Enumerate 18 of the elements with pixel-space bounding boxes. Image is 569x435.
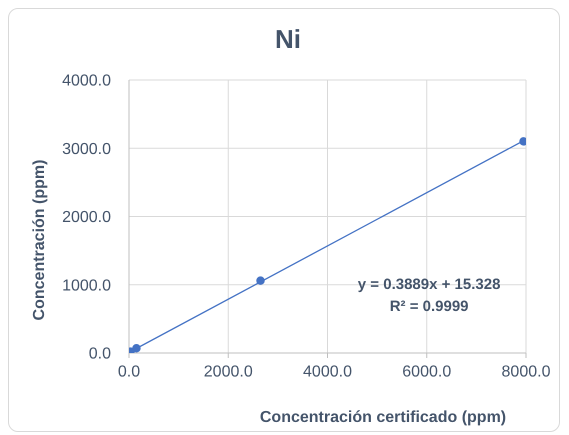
point: [132, 344, 141, 352]
y-tick-label: 2000.0: [62, 209, 112, 226]
y-tick-label: 1000.0: [62, 277, 112, 294]
x-tick-label: 2000.0: [204, 363, 253, 380]
point: [256, 276, 265, 285]
y-tick-label: 0.0: [88, 346, 112, 363]
y-axis-title: Concentración (ppm): [31, 160, 48, 320]
x-tick-label: 4000.0: [303, 363, 352, 380]
x-tick-label: 8000.0: [502, 363, 551, 380]
annotation: R² = 0.9999: [388, 296, 470, 317]
point: [519, 137, 526, 146]
y-tick-label: 3000.0: [62, 140, 112, 158]
x-tick-label: 6000.0: [402, 363, 452, 380]
x-axis-title: Concentración certificado (ppm): [260, 409, 506, 426]
chart-title: Ni: [274, 24, 302, 54]
x-tick-label: 0.0: [118, 363, 140, 380]
y-tick-label: 4000.0: [62, 72, 112, 90]
annotation: y = 0.3889x + 15.328: [356, 274, 502, 295]
